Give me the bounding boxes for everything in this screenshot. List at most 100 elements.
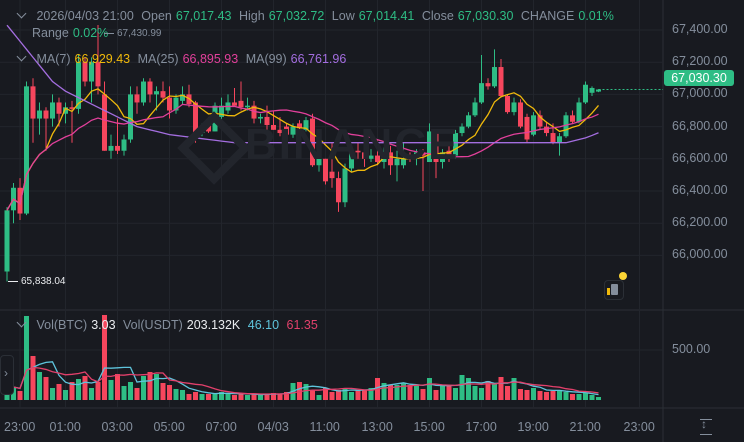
volume-legend: Vol(BTC) 3.03 Vol(USDT) 203.132K 46.10 61.… [16,317,322,332]
volume-bar [30,356,36,400]
candle-body [440,152,445,163]
candle-body [193,102,198,134]
volume-bar [310,390,315,400]
volume-bar [50,388,55,400]
volume-bar [76,379,81,400]
candle-body [89,62,94,82]
candle-body [238,100,244,108]
collapse-panel-button[interactable] [0,355,14,395]
volume-bar [479,388,484,400]
open-value: 67,017.43 [175,9,232,23]
candle-body [180,94,185,101]
ohlc-legend: 2026/04/03 21:00 Open 67,017.43 High 67,03… [16,8,618,23]
high-value: 67,032.72 [268,9,325,23]
volume-bar [95,382,101,400]
volume-bar [56,384,62,400]
candle-body [323,158,328,182]
chevron-down-icon[interactable] [16,51,27,62]
candle-body [537,115,543,127]
volume-bar [199,394,205,400]
volume-bar [180,390,185,400]
min-price-label: 65,838.04 [8,276,66,287]
volume-bar [472,386,478,400]
ma25-value: 66,895.93 [182,52,239,66]
volume-bar [427,378,432,400]
volume-bar [414,385,419,400]
time-tick-label: 13:00 [361,420,393,434]
candle-body [479,83,484,103]
candle-body [63,107,68,114]
candle-body [264,116,270,125]
vol-btc-label: Vol(BTC) [36,318,88,332]
volume-bar [329,392,335,400]
vol-btc-value: 3.03 [91,318,116,332]
time-tick-label: 15:00 [413,420,445,434]
volume-bar [134,388,140,400]
chevron-down-icon[interactable] [16,317,27,328]
candle-body [576,102,582,122]
candle-body [128,94,133,140]
candle-body [589,87,595,93]
volume-bar [82,376,88,400]
candle-body [550,133,556,143]
volume-bar [368,388,374,400]
candle-body [102,94,107,151]
volume-bar [349,392,354,400]
volume-bar [212,394,218,400]
volume-bar [128,382,133,400]
candle-body [453,133,458,156]
auto-scale-icon[interactable] [700,417,712,435]
candle-body [50,102,55,119]
volume-bar [583,393,588,400]
ma99-value: 66,761.96 [290,52,347,66]
volume-bar [394,385,400,400]
candle-body [108,145,114,151]
high-label: High [238,9,265,23]
price-tick-label: 66,400.00 [672,183,728,197]
candle-body [258,116,263,119]
volume-bar [154,374,159,400]
volume-bar [245,395,250,400]
candle-body [69,107,75,109]
volume-bar [251,394,257,400]
current-price-badge: 67,030.30 [664,70,734,86]
chevron-down-icon[interactable] [16,8,27,19]
price-tick-label: 67,200.00 [672,54,728,69]
candle-body [147,81,153,95]
candle-body [336,178,341,203]
volume-bar [459,375,465,400]
volume-bar [141,376,146,400]
candle-body [342,168,348,203]
volume-bar [362,390,367,400]
volume-bar [147,372,153,400]
candle-body [388,152,393,166]
volume-bar [121,386,127,400]
volume-bar [323,388,328,400]
ma25-line [6,103,599,211]
candle-body [134,94,140,103]
vol-usdt-label: Vol(USDT) [123,318,183,332]
volume-bar [596,397,601,400]
volume-bar [232,395,237,400]
vol-usdt-value: 203.132K [186,318,241,332]
notes-icon[interactable] [604,280,624,300]
volume-bar [303,384,309,400]
candle-body [141,81,146,103]
candle-body [219,105,224,117]
ma7-value: 66,929.43 [74,52,131,66]
volume-bar [537,391,543,400]
ma-legend: MA(7) 66,929.43 MA(25) 66,895.93 MA(99) 66,… [16,51,350,66]
volume-bar [11,387,16,400]
time-tick-label: 03:00 [101,420,133,434]
volume-bar [518,389,523,400]
volume-bar [576,394,582,400]
volume-bar [544,392,549,400]
candle-body [505,96,510,113]
candle-body [407,155,413,159]
volume-bar [43,377,49,400]
candle-body [414,152,419,159]
volume-bar [420,389,426,400]
volume-bar [511,378,517,400]
candle-body [570,115,575,122]
